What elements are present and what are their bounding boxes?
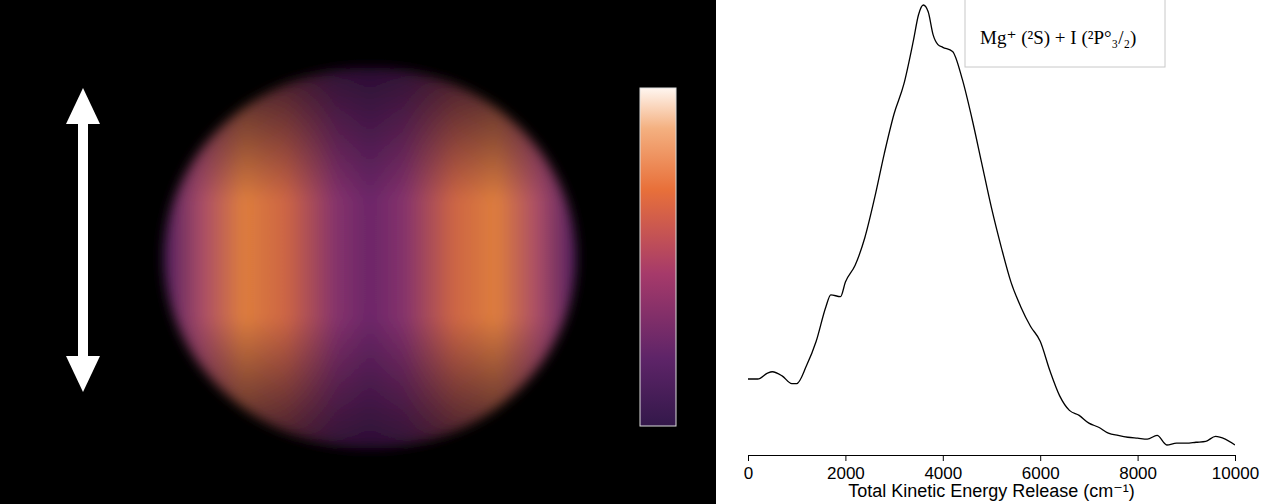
x-tick-mark	[943, 455, 944, 461]
ker-curve	[748, 5, 1235, 445]
x-tick: 2000	[827, 455, 865, 483]
polarization-arrow	[66, 88, 100, 392]
x-tick: 4000	[924, 455, 962, 483]
annotation-text: Mg⁺ (²S) + I (²P°₃/₂)	[980, 27, 1136, 49]
x-tick-mark	[1040, 455, 1041, 461]
x-tick-label: 10000	[1212, 464, 1259, 483]
image-blob	[160, 64, 580, 454]
image-shading	[160, 64, 580, 454]
plot-area	[748, 5, 1235, 445]
image-intensity	[160, 64, 580, 454]
x-tick-mark	[1235, 455, 1236, 461]
ker-chart: 0 2000 4000 6000 8000 10000 Total Kinetic Ener…	[744, 0, 1259, 501]
x-tick: 6000	[1022, 455, 1060, 483]
x-tick: 0	[744, 455, 753, 483]
annotation: Mg⁺ (²S) + I (²P°₃/₂)	[965, 0, 1165, 67]
x-axis: 0 2000 4000 6000 8000 10000	[744, 455, 1259, 483]
x-tick: 8000	[1119, 455, 1157, 483]
x-tick-mark	[748, 455, 749, 461]
image-background	[0, 0, 716, 504]
velocity-map-panel	[0, 0, 716, 504]
annotation-box	[965, 0, 1165, 67]
x-tick: 10000	[1212, 455, 1259, 483]
colorbar	[640, 88, 676, 426]
figure: 0 2000 4000 6000 8000 10000 Total Kinetic Ener…	[0, 0, 1275, 504]
x-tick-mark	[1138, 455, 1139, 461]
x-axis-title: Total Kinetic Energy Release (cm⁻¹)	[848, 481, 1135, 501]
x-tick-mark	[845, 455, 846, 461]
x-tick-label: 0	[744, 464, 753, 483]
x-axis-line	[749, 455, 1236, 456]
